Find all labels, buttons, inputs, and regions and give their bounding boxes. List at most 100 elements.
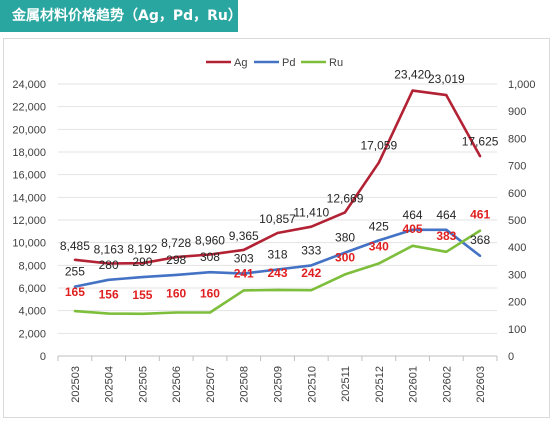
data-label-pd: 368 [470, 233, 490, 247]
data-point-pd [445, 228, 448, 231]
data-label-ag: 8,485 [60, 239, 90, 253]
data-point-ru [174, 311, 178, 314]
data-label-ag: 9,365 [229, 229, 259, 243]
data-point-ru [107, 312, 110, 315]
x-tick-label: 202510 [306, 366, 318, 403]
data-label-pd: 464 [403, 208, 423, 222]
y-right-tick-label: 100 [508, 324, 526, 336]
data-point-ru [208, 311, 212, 314]
x-tick-label: 202503 [70, 366, 82, 403]
data-point-ag [276, 231, 279, 235]
data-point-pd [411, 228, 414, 231]
y-left-tick-label: 4,000 [18, 306, 46, 318]
data-label-pd: 303 [234, 252, 254, 266]
data-point-ru [411, 244, 414, 248]
data-label-ag: 8,192 [127, 242, 157, 256]
legend-label-ag: Ag [234, 57, 247, 69]
data-label-ru: 155 [132, 288, 152, 302]
data-point-ru [242, 289, 245, 292]
y-right-tick-label: 900 [508, 106, 526, 118]
y-right-tick-label: 500 [508, 215, 526, 227]
data-point-ag [73, 258, 77, 262]
data-label-ag: 23,420 [394, 68, 431, 82]
x-tick-label: 202506 [171, 366, 183, 403]
x-tick-label: 202507 [205, 366, 217, 403]
x-tick-label: 202511 [340, 366, 352, 402]
data-point-ag [208, 253, 212, 256]
data-label-ru: 156 [99, 288, 119, 302]
data-point-ru [478, 229, 482, 232]
data-label-ag: 17,625 [462, 134, 499, 148]
series-line-ag [74, 89, 482, 265]
data-point-pd [73, 285, 77, 288]
data-label-pd: 255 [65, 265, 85, 279]
x-tick-label: 202512 [374, 366, 386, 403]
data-label-ag: 8,163 [94, 242, 124, 256]
legend-label-ru: Ru [329, 57, 343, 69]
data-point-ag [141, 261, 144, 265]
y-right-tick-label: 1,000 [508, 79, 536, 91]
data-label-ru: 405 [403, 222, 423, 236]
data-label-ru: 160 [200, 286, 220, 300]
data-point-ru [141, 312, 144, 316]
data-label-ag: 10,857 [259, 212, 296, 226]
data-point-ag [445, 93, 448, 97]
data-point-ru [377, 262, 381, 265]
y-left-tick-label: 6,000 [18, 283, 46, 295]
data-point-pd [478, 254, 482, 258]
y-left-tick-label: 8,000 [18, 260, 46, 272]
x-tick-label: 202508 [239, 366, 251, 403]
data-label-ru: 300 [335, 250, 355, 264]
y-left-tick-label: 12,000 [12, 215, 46, 227]
data-label-pd: 290 [132, 255, 152, 269]
data-label-pd: 380 [335, 231, 355, 245]
y-left-tick-label: 18,000 [12, 147, 46, 159]
y-left-tick-label: 0 [40, 351, 46, 363]
data-point-ag [310, 225, 313, 228]
data-label-ru: 340 [369, 240, 389, 254]
data-point-ag [411, 89, 414, 92]
x-tick-label: 202504 [104, 366, 116, 403]
x-tick-label: 202602 [441, 366, 453, 403]
y-left-tick-label: 14,000 [12, 192, 46, 204]
x-tick-label: 202601 [408, 366, 420, 403]
data-label-ru: 241 [234, 266, 254, 280]
x-tick-label: 202505 [137, 366, 149, 403]
data-label-ru: 243 [267, 266, 287, 280]
data-label-ag: 23,019 [428, 72, 465, 86]
data-label-pd: 318 [267, 248, 287, 262]
data-label-ag: 8,960 [195, 233, 225, 247]
y-left-tick-label: 2,000 [18, 328, 46, 340]
data-point-ag [377, 161, 381, 164]
y-left-tick-label: 22,000 [12, 102, 46, 114]
data-label-ru: 461 [470, 208, 490, 222]
data-label-pd: 333 [301, 243, 321, 257]
y-right-tick-label: 400 [508, 242, 526, 254]
y-left-tick-label: 20,000 [12, 124, 46, 136]
legend-label-pd: Pd [282, 57, 295, 69]
data-label-ru: 160 [166, 286, 186, 300]
x-tick-label: 202509 [273, 366, 285, 403]
data-label-ru: 165 [65, 285, 85, 299]
data-point-ag [343, 211, 347, 214]
data-label-pd: 425 [369, 219, 389, 233]
data-point-pd [276, 268, 279, 271]
y-left-tick-label: 16,000 [12, 170, 46, 182]
y-left-tick-label: 10,000 [12, 238, 46, 250]
data-point-pd [107, 278, 110, 282]
data-point-ru [276, 288, 279, 292]
data-point-pd [208, 271, 212, 274]
data-point-ag [242, 248, 245, 252]
data-label-ru: 383 [436, 229, 456, 243]
data-point-pd [343, 251, 347, 254]
data-point-ru [310, 288, 313, 292]
y-right-tick-label: 0 [508, 351, 514, 363]
data-point-ru [445, 250, 448, 254]
data-label-pd: 280 [99, 258, 119, 272]
data-label-ru: 242 [301, 266, 321, 280]
data-point-pd [242, 272, 245, 275]
data-label-pd: 308 [200, 250, 220, 264]
data-point-pd [377, 239, 381, 242]
y-right-tick-label: 700 [508, 161, 526, 173]
data-point-pd [174, 273, 178, 277]
